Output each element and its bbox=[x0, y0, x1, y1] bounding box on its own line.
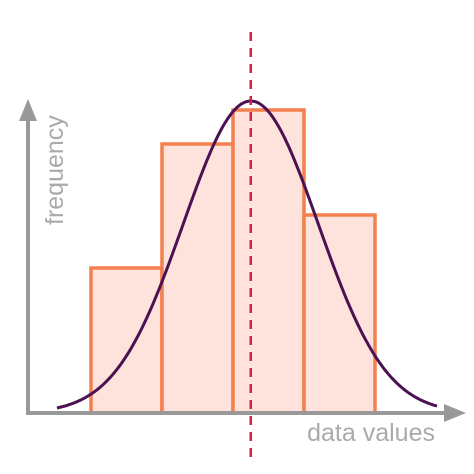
normal-curve bbox=[56, 99, 438, 410]
x-axis-arrow bbox=[444, 404, 466, 422]
y-axis-arrow bbox=[19, 99, 37, 121]
histogram-bar bbox=[302, 213, 377, 415]
histogram-bar bbox=[89, 266, 164, 415]
y-axis-label: frequency bbox=[41, 115, 69, 225]
axes-layer bbox=[19, 99, 466, 422]
x-axis-label: data values bbox=[307, 419, 435, 447]
